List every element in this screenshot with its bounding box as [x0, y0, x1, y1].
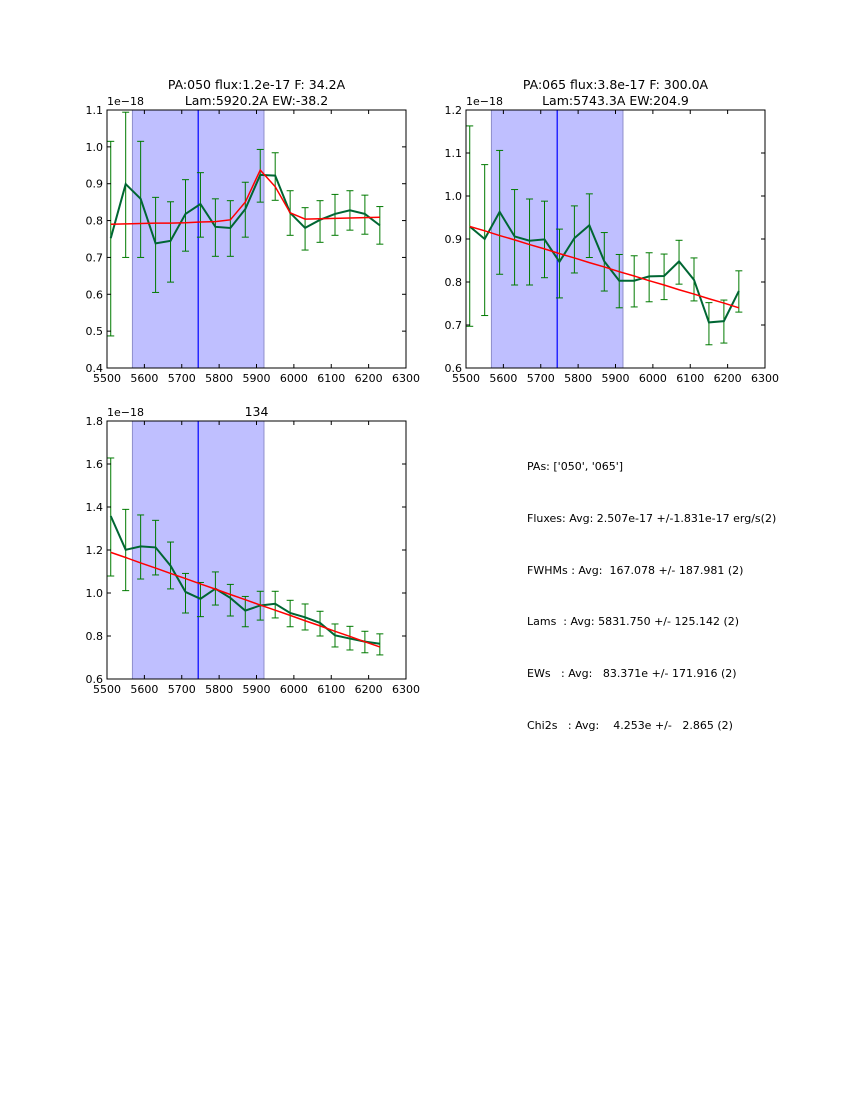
x-tick-label: 6300	[392, 372, 420, 385]
error-bar	[526, 198, 534, 286]
axis-offset-label: 1e−18	[107, 95, 144, 108]
x-tick-label: 6300	[392, 683, 420, 696]
x-tick-label: 6100	[317, 372, 345, 385]
plot-title: Lam:5743.3A EW:204.9	[542, 93, 689, 108]
error-bar	[226, 583, 234, 617]
y-tick-label: 0.8	[445, 276, 463, 289]
y-tick-label: 1.0	[86, 587, 104, 600]
error-bar	[107, 140, 115, 337]
y-tick-label: 1.0	[86, 141, 104, 154]
y-tick-label: 1.0	[445, 190, 463, 203]
stats-fwhms: FWHMs : Avg: 167.078 +/- 187.981 (2)	[527, 563, 744, 577]
y-tick-label: 0.5	[86, 325, 104, 338]
y-tick-label: 1.1	[86, 104, 104, 117]
error-bar	[181, 572, 189, 614]
stats-ews: EWs : Avg: 83.371e +/- 171.916 (2)	[527, 667, 737, 681]
y-tick-label: 0.7	[86, 251, 104, 264]
plot-pa050: 5500 5600 5700 5800 5900 6000 6100 6200 6300 0.4 0…	[86, 77, 421, 385]
error-bar	[705, 302, 713, 346]
x-tick-label: 5600	[130, 683, 158, 696]
plot-pa065: 5500 5600 5700 5800 5900 6000 6100 6200 6300 0.6 0…	[445, 77, 780, 385]
axis-offset-label: 1e−18	[107, 406, 144, 419]
x-tick-label: 6100	[676, 372, 704, 385]
x-tick-label: 6300	[751, 372, 779, 385]
y-tick-label: 1.6	[86, 458, 104, 471]
x-tick-label: 6000	[280, 683, 308, 696]
plot-title: PA:065 flux:3.8e-17 F: 300.0A	[523, 77, 709, 92]
x-tick-label: 6100	[317, 683, 345, 696]
y-tick-label: 0.8	[86, 215, 104, 228]
x-tick-label: 5900	[243, 372, 271, 385]
y-tick-label: 0.4	[86, 362, 104, 375]
y-tick-label: 0.8	[86, 630, 104, 643]
plot-title: 134	[245, 404, 269, 419]
x-tick-label: 5800	[205, 372, 233, 385]
y-tick-label: 0.6	[86, 288, 104, 301]
x-tick-label: 5900	[602, 372, 630, 385]
x-tick-label: 5500	[93, 372, 121, 385]
x-tick-label: 6200	[355, 372, 383, 385]
y-tick-label: 1.2	[86, 544, 104, 557]
stats-fluxes: Fluxes: Avg: 2.507e-17 +/-1.831e-17 erg/…	[527, 511, 777, 525]
error-bar	[152, 196, 160, 293]
error-bar	[466, 125, 474, 327]
y-tick-label: 1.1	[445, 147, 463, 160]
y-tick-label: 0.9	[86, 178, 104, 191]
stats-chi2s: Chi2s : Avg: 4.253e +/- 2.865 (2)	[527, 718, 733, 732]
x-tick-label: 5700	[527, 372, 555, 385]
y-tick-label: 1.8	[86, 415, 104, 428]
stats-pas: PAs: ['050', '065']	[527, 460, 624, 473]
stats-panel: PAs: ['050', '065'] Fluxes: Avg: 2.507e-…	[527, 434, 776, 758]
x-tick-label: 5700	[168, 683, 196, 696]
x-tick-label: 5500	[452, 372, 480, 385]
y-tick-label: 1.4	[86, 501, 104, 514]
x-tick-label: 6000	[639, 372, 667, 385]
y-tick-label: 0.7	[445, 319, 463, 332]
error-bar	[316, 200, 324, 243]
axis-offset-label: 1e−18	[466, 95, 503, 108]
x-tick-label: 5600	[489, 372, 517, 385]
x-tick-label: 6200	[714, 372, 742, 385]
error-bar	[167, 201, 175, 283]
x-tick-label: 5700	[168, 372, 196, 385]
y-tick-label: 0.6	[86, 673, 104, 686]
error-bar	[376, 633, 384, 656]
y-tick-label: 0.9	[445, 233, 463, 246]
x-tick-label: 5500	[93, 683, 121, 696]
x-tick-label: 5600	[130, 372, 158, 385]
x-tick-label: 6000	[280, 372, 308, 385]
x-tick-label: 5800	[205, 683, 233, 696]
x-tick-label: 5800	[564, 372, 592, 385]
stats-lams: Lams : Avg: 5831.750 +/- 125.142 (2)	[527, 615, 740, 629]
y-tick-label: 1.2	[445, 104, 463, 117]
plot-title: Lam:5920.2A EW:-38.2	[185, 93, 328, 108]
x-tick-label: 6200	[355, 683, 383, 696]
x-tick-label: 5900	[243, 683, 271, 696]
plot-pa134: 5500 5600 5700 5800 5900 6000 6100 6200 6300 0.6 0…	[86, 404, 421, 696]
plot-title: PA:050 flux:1.2e-17 F: 34.2A	[168, 77, 346, 92]
y-tick-label: 0.6	[445, 362, 463, 375]
